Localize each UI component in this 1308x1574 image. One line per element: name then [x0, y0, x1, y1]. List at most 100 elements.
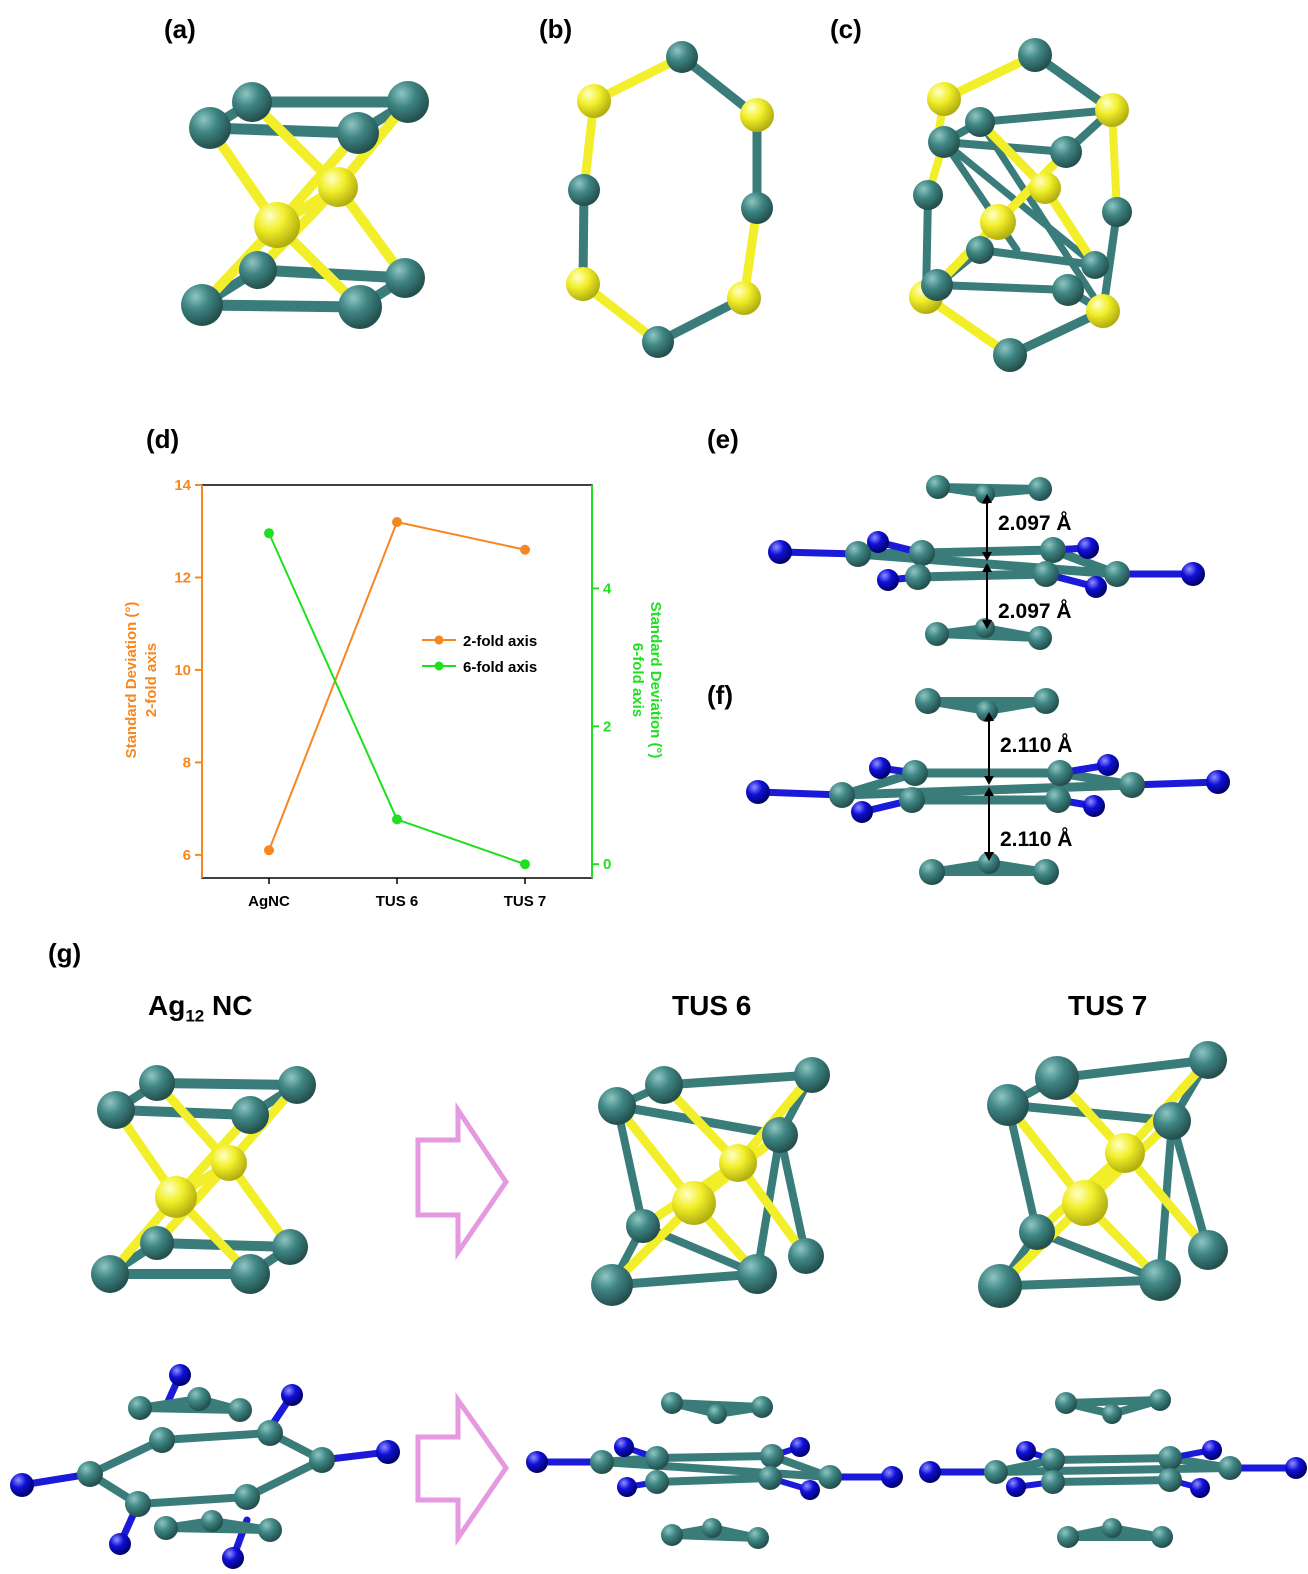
silver-atom [337, 112, 379, 154]
silver-atom [139, 1065, 175, 1101]
silver-atom [1045, 787, 1071, 813]
nitrogen-atom [1190, 1478, 1210, 1498]
silver-atom [1055, 1392, 1077, 1414]
silver-atom [1019, 1214, 1055, 1250]
silver-atom [590, 1450, 614, 1474]
sulfur-atom [155, 1176, 197, 1218]
atoms-g5 [526, 1392, 903, 1549]
left-tick-label: 8 [183, 754, 191, 771]
molecule-g-tus7-cluster [978, 1041, 1228, 1308]
panel-label-c: (c) [830, 14, 862, 44]
silver-atom [91, 1255, 129, 1293]
silver-atom [1047, 760, 1073, 786]
nitrogen-atom [1206, 770, 1230, 794]
silver-atom [737, 1254, 777, 1294]
silver-atom [829, 782, 855, 808]
sulfur-atom [980, 204, 1016, 240]
atoms-e [768, 475, 1205, 650]
silver-atom [926, 475, 950, 499]
nitrogen-atom [617, 1477, 637, 1497]
bonds-g2 [607, 1070, 817, 1290]
silver-atom [741, 192, 773, 224]
silver-atom [1158, 1468, 1182, 1492]
silver-atom [228, 1398, 252, 1422]
panel-label-e: (e) [707, 424, 739, 454]
distance-label-e-top: 2.097 Å [998, 511, 1072, 535]
silver-atom [1218, 1456, 1242, 1480]
silver-atom [928, 126, 960, 158]
nitrogen-atom [1202, 1440, 1222, 1460]
nitrogen-atom [919, 1461, 941, 1483]
silver-atom [747, 1527, 769, 1549]
left-tick-label: 12 [174, 569, 191, 586]
silver-atom [230, 1254, 270, 1294]
silver-atom [338, 285, 382, 329]
atoms-a [181, 81, 429, 329]
silver-atom [909, 540, 935, 566]
silver-atom [645, 1470, 669, 1494]
silver-atom [1081, 251, 1109, 279]
silver-atom [140, 1226, 174, 1260]
silver-atom [387, 81, 429, 123]
silver-atom [1033, 561, 1059, 587]
atoms-g3 [978, 1041, 1228, 1308]
atoms-g2 [591, 1057, 830, 1306]
silver-atom [187, 1387, 211, 1411]
silver-atom [257, 1420, 283, 1446]
molecule-a-ag12-cluster [181, 81, 429, 329]
nitrogen-atom [869, 757, 891, 779]
silver-atom [591, 1264, 633, 1306]
silver-atom [1149, 1389, 1171, 1411]
silver-atom [1102, 1404, 1122, 1424]
silver-atom [1035, 1056, 1079, 1100]
sulfur-atom [727, 281, 761, 315]
silver-atom [77, 1461, 103, 1487]
silver-atom [309, 1447, 335, 1473]
silver-atom [1041, 1448, 1065, 1472]
x-tick-label: TUS 7 [504, 893, 547, 910]
nitrogen-atom [281, 1384, 303, 1406]
series-line-2fold [268, 520, 526, 851]
silver-atom [965, 107, 995, 137]
silver-atom [97, 1091, 135, 1129]
silver-atom [1033, 859, 1059, 885]
arrow-icon [415, 1392, 510, 1547]
data-point-2fold [520, 544, 530, 555]
silver-atom [993, 338, 1027, 372]
molecule-g-tus6-cluster [591, 1057, 830, 1306]
silver-atom [1189, 1041, 1227, 1079]
nitrogen-atom [1285, 1457, 1307, 1479]
molecule-c-cluster [909, 38, 1132, 372]
silver-atom [645, 1446, 669, 1470]
silver-atom [1028, 477, 1052, 501]
silver-atom [818, 1465, 842, 1489]
silver-atom [919, 859, 945, 885]
silver-atom [925, 622, 949, 646]
silver-atom [1158, 1446, 1182, 1470]
silver-atom [272, 1229, 308, 1265]
silver-atom [976, 700, 998, 722]
silver-atom [1151, 1526, 1173, 1548]
nitrogen-atom [881, 1466, 903, 1488]
right-tick-label: 4 [603, 580, 612, 597]
nitrogen-atom [800, 1480, 820, 1500]
right-tick-label: 0 [603, 856, 611, 873]
heading-ag12-nc: Ag12 NC [148, 990, 252, 1027]
atoms-f [746, 688, 1230, 885]
silver-atom [626, 1209, 660, 1243]
molecule-g-ag12-ring-view [10, 1364, 400, 1569]
silver-atom [661, 1392, 683, 1414]
nitrogen-atom [109, 1533, 131, 1555]
nitrogen-atom [10, 1473, 34, 1497]
silver-atom [1057, 1526, 1079, 1548]
atoms-g1 [91, 1065, 316, 1294]
silver-atom [154, 1516, 178, 1540]
sulfur-atom [927, 82, 961, 116]
nitrogen-atom [746, 780, 770, 804]
distance-arrows-e [982, 494, 992, 629]
nitrogen-atom [526, 1451, 548, 1473]
atoms-b [566, 41, 774, 358]
silver-atom [975, 484, 995, 504]
nitrogen-atom [867, 531, 889, 553]
nitrogen-atom [614, 1437, 634, 1457]
